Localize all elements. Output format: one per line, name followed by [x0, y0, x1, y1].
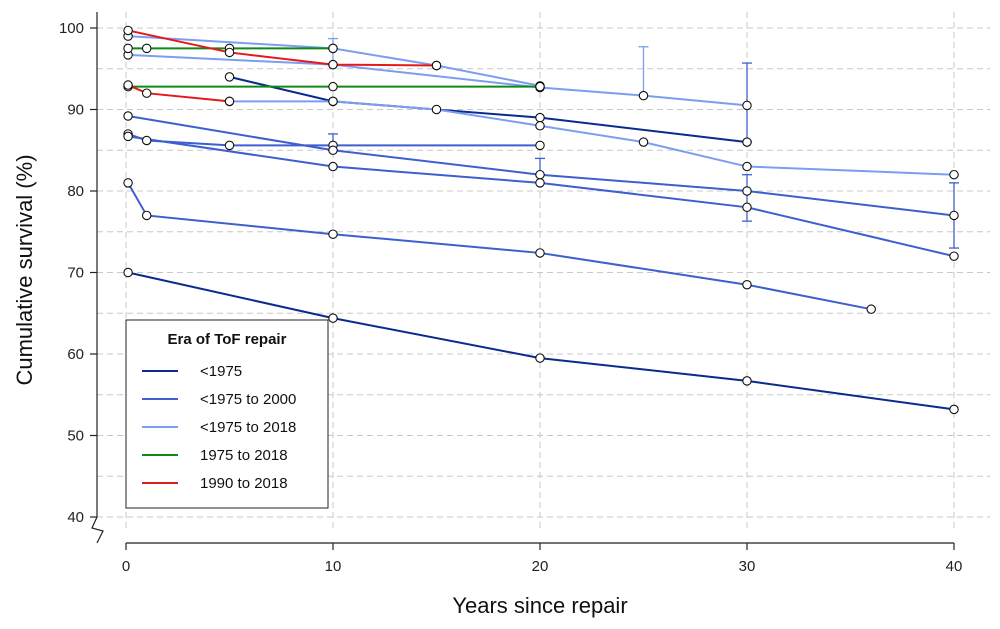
y-tick-label: 90 [67, 102, 84, 119]
error-bar [742, 174, 752, 222]
y-tick-label: 100 [59, 20, 84, 37]
data-point [638, 90, 649, 101]
data-point [123, 80, 133, 90]
series-line [127, 29, 437, 67]
series-line [127, 182, 872, 311]
data-point [742, 376, 752, 386]
legend-label: <1975 to 2000 [200, 391, 296, 408]
data-point [224, 47, 235, 58]
data-point [866, 304, 876, 314]
data-point [535, 248, 545, 258]
data-point [141, 135, 152, 146]
y-tick-label: 50 [67, 428, 84, 445]
data-point [535, 121, 545, 131]
y-tick-label: 60 [67, 346, 84, 363]
data-point [949, 251, 959, 261]
y-tick-label: 70 [67, 265, 84, 282]
y-tick-label: 40 [67, 509, 84, 526]
error-bar [638, 46, 649, 97]
data-point [535, 81, 545, 92]
data-point [949, 169, 959, 180]
data-point [328, 59, 338, 70]
data-point [535, 140, 545, 151]
data-point [224, 96, 235, 107]
x-axis-title: Years since repair [452, 593, 627, 618]
data-point [123, 43, 133, 54]
y-axis-title: Cumulative survival (%) [12, 154, 37, 385]
gridlines [97, 12, 990, 530]
data-point [141, 210, 152, 221]
legend: Era of ToF repair <1975<1975 to 2000<197… [125, 319, 329, 509]
data-point [638, 137, 649, 147]
legend-title: Era of ToF repair [168, 331, 287, 348]
data-point [224, 140, 235, 151]
series-line [127, 115, 955, 217]
legend-box [125, 319, 329, 509]
x-tick-label: 30 [739, 558, 756, 575]
data-point [535, 169, 545, 180]
data-point [742, 100, 752, 111]
data-point [742, 279, 752, 290]
data-point [431, 104, 442, 115]
x-tick-label: 20 [532, 558, 549, 575]
legend-label: <1975 to 2018 [200, 419, 296, 436]
legend-entries: <1975 <1975 to 2000 <1975 to 2018 1975 to 2… [142, 363, 296, 492]
data-point [431, 60, 442, 71]
data-point [949, 404, 959, 415]
data-point [742, 202, 752, 213]
data-point [123, 25, 133, 36]
y-ticks: 40 50 60 70 80 90 100 [59, 20, 97, 526]
x-tick-label: 0 [122, 558, 130, 575]
legend-label: 1975 to 2018 [200, 447, 288, 464]
data-point [328, 229, 338, 239]
x-tick-label: 40 [946, 558, 963, 575]
data-point [742, 161, 752, 172]
y-tick-label: 80 [67, 183, 84, 200]
data-point [328, 96, 338, 107]
data-point [949, 210, 959, 221]
data-point [742, 186, 752, 196]
data-point [535, 178, 545, 188]
data-point [328, 43, 338, 54]
data-points [123, 25, 959, 415]
data-point [328, 145, 338, 156]
data-point [123, 178, 133, 188]
data-point [535, 112, 545, 123]
data-point [123, 267, 133, 278]
data-point [141, 88, 152, 98]
legend-label: <1975 [200, 363, 242, 380]
data-point [328, 81, 338, 92]
data-point [224, 72, 235, 82]
data-point [535, 353, 545, 363]
data-point [742, 137, 752, 147]
data-point [123, 131, 133, 142]
data-point [141, 43, 152, 54]
x-tick-label: 10 [325, 558, 342, 575]
data-point [328, 161, 338, 172]
y-axis-break-icon [91, 516, 104, 544]
data-point [328, 313, 338, 323]
legend-label: 1990 to 2018 [200, 475, 288, 492]
series-line [128, 35, 541, 87]
series-line [127, 135, 955, 258]
x-ticks: 0 10 20 30 40 [122, 543, 963, 575]
series-line [229, 100, 955, 176]
data-point [123, 111, 133, 121]
